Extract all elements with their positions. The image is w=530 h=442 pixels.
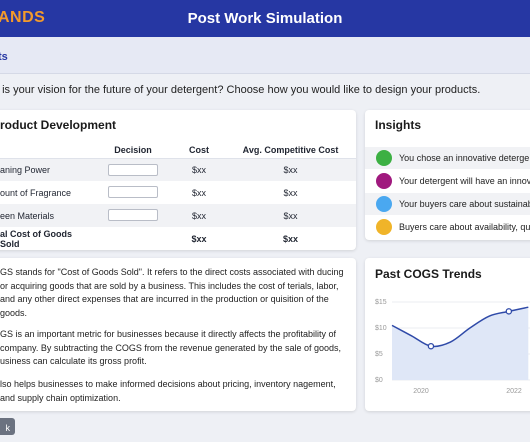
insight-text: Buyers care about availability, qu — [399, 222, 530, 232]
avg-cost-cell: $xx — [225, 204, 356, 227]
cost-cell: $xx — [191, 187, 206, 198]
x-tick-label: 2022 — [506, 388, 522, 395]
insight-item: You chose an innovative deterge — [365, 147, 530, 169]
table-row: een Materials $xx $xx — [0, 204, 356, 227]
subnav-link[interactable]: ts — [0, 51, 8, 63]
decision-cell — [93, 204, 173, 227]
insight-dot-icon — [376, 150, 392, 166]
decision-input-fragrance[interactable] — [108, 186, 158, 199]
insight-text: Your buyers care about sustainab — [399, 199, 530, 209]
avg-cost-cell: $xx — [283, 187, 298, 198]
insight-item: Your detergent will have an innov — [365, 170, 530, 192]
insight-dot-icon — [376, 173, 392, 189]
table-row: ount of Fragrance $xx $xx — [0, 181, 356, 204]
column-header-decision: Decision — [93, 142, 173, 159]
product-development-title: roduct Development — [0, 118, 117, 132]
total-decision-cell — [93, 227, 173, 250]
page-title: Post Work Simulation — [187, 10, 343, 27]
column-header-cost: Cost — [173, 142, 225, 159]
decision-cell — [93, 181, 173, 204]
row-label: ount of Fragrance — [0, 187, 72, 198]
trends-title: Past COGS Trends — [375, 267, 482, 281]
info-paragraph: GS is an important metric for businesses… — [0, 329, 342, 366]
avg-cost-cell: $xx — [225, 158, 356, 181]
cogs-trend-chart: $15 $10 $5 $0 2020 2022 — [375, 299, 530, 395]
insights-card: Insights You chose an innovative deterge… — [365, 110, 530, 240]
insight-dot-icon — [376, 219, 392, 235]
product-development-table: Decision Cost Avg. Competitive Cost anin… — [0, 142, 356, 250]
insights-title: Insights — [375, 118, 422, 132]
decision-input-cleaning-power[interactable] — [108, 163, 158, 176]
decision-cell — [93, 158, 173, 181]
x-tick-label: 2020 — [413, 388, 429, 395]
total-label: al Cost of Goods Sold — [0, 228, 72, 249]
total-cost-cell: $xx — [191, 233, 207, 244]
column-header-avg-competitive-cost: Avg. Competitive Cost — [225, 142, 356, 159]
total-row: al Cost of Goods Sold $xx $xx — [0, 227, 356, 250]
insight-text: You chose an innovative deterge — [399, 153, 530, 163]
cogs-area-fill — [392, 307, 529, 380]
info-paragraph: lso helps businesses to make informed de… — [0, 379, 336, 403]
y-tick-label: $0 — [375, 377, 383, 384]
product-development-card: roduct Development Decision Cost Avg. Co… — [0, 110, 356, 250]
insight-item: Your buyers care about sustainab — [365, 193, 530, 215]
info-paragraph: GS stands for "Cost of Goods Sold". It r… — [0, 267, 344, 318]
decision-input-green-materials[interactable] — [108, 209, 158, 222]
table-row: aning Power $xx $xx — [0, 158, 356, 181]
table-header-row: Decision Cost Avg. Competitive Cost — [0, 142, 356, 159]
cost-cell: $xx — [173, 158, 225, 181]
total-avg-cost-cell: $xx — [282, 233, 299, 244]
decision-question: t is your vision for the future of your … — [0, 84, 481, 96]
past-cogs-trends-card: Past COGS Trends $15 $10 $5 $0 2020 2022 — [365, 258, 530, 411]
y-tick-label: $10 — [375, 325, 387, 332]
insight-text: Your detergent will have an innov — [399, 176, 530, 186]
y-tick-label: $15 — [375, 299, 387, 306]
y-tick-label: $5 — [375, 351, 383, 358]
cogs-info-card: GS stands for "Cost of Goods Sold". It r… — [0, 258, 356, 411]
insight-item: Buyers care about availability, qu — [365, 216, 530, 238]
sub-navigation: ts — [0, 37, 530, 74]
back-button[interactable]: k — [0, 418, 15, 435]
row-label: een Materials — [0, 204, 93, 227]
row-label: aning Power — [0, 158, 93, 181]
brand-logo: ANDS — [0, 9, 46, 26]
data-point — [427, 342, 435, 350]
data-point — [505, 308, 513, 315]
insight-dot-icon — [376, 196, 392, 212]
top-bar: ANDS Post Work Simulation — [0, 0, 530, 37]
column-header-item — [0, 142, 93, 159]
cost-cell: $xx — [173, 204, 225, 227]
